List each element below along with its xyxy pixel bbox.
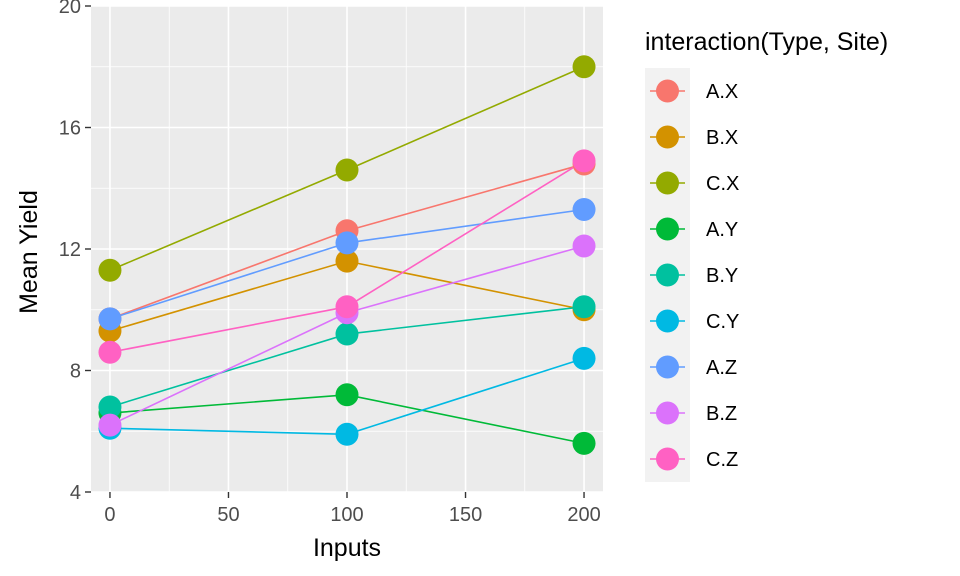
data-point [572, 346, 596, 370]
y-axis-title: Mean Yield [15, 190, 43, 314]
data-point [98, 413, 122, 437]
x-tick-labels: 0 50 100 150 200 [104, 504, 600, 526]
data-point [335, 383, 359, 407]
legend-label: C.X [706, 173, 739, 195]
legend-label: C.Z [706, 449, 738, 471]
legend-label: C.Y [706, 311, 739, 333]
legend-label: A.Y [706, 219, 738, 241]
data-point [335, 158, 359, 182]
legend-label: B.Z [706, 403, 737, 425]
legend-key-point [656, 171, 679, 195]
legend-label: B.Y [706, 265, 738, 287]
legend-label: A.Z [706, 357, 737, 379]
data-point [572, 431, 596, 455]
legend-key-point [656, 217, 679, 241]
x-tick-label: 0 [104, 504, 115, 526]
legend-key-point [656, 125, 679, 149]
legend-key-point [656, 355, 679, 379]
legend-title: interaction(Type, Site) [645, 28, 888, 56]
y-tick-label: 16 [59, 118, 81, 140]
legend-key-point [656, 79, 679, 103]
x-tick-label: 150 [449, 504, 482, 526]
data-point [98, 340, 122, 364]
legend-items: A.X B.X C.X A.Y B.Y C.Y A.Z B.Z C.Z [645, 68, 739, 482]
legend-key-point [656, 263, 679, 287]
legend-key-point [656, 401, 679, 425]
x-tick-label: 200 [567, 504, 600, 526]
data-point [335, 322, 359, 346]
data-point [98, 395, 122, 419]
y-tick-label: 20 [59, 0, 81, 18]
y-tick-label: 4 [70, 482, 81, 504]
y-tick-label: 8 [70, 361, 81, 383]
data-point [572, 295, 596, 319]
legend-item: B.Z [650, 401, 737, 425]
legend-item: A.X [650, 79, 738, 103]
x-axis-title: Inputs [313, 534, 381, 562]
y-tick-labels: 4 8 12 16 20 [59, 0, 81, 504]
legend-item: C.Y [650, 309, 739, 333]
legend-key-point [656, 309, 679, 333]
legend-item: B.X [650, 125, 738, 149]
data-point [572, 234, 596, 258]
legend-key-point [656, 447, 679, 471]
legend-item: A.Y [650, 217, 738, 241]
x-tick-label: 50 [217, 504, 239, 526]
y-tick-label: 12 [59, 239, 81, 261]
data-point [572, 149, 596, 173]
legend-item: C.Z [650, 447, 738, 471]
legend-item: A.Z [650, 355, 737, 379]
legend: interaction(Type, Site) A.X B.X C.X A.Y B.Y C… [645, 28, 888, 482]
series-points [98, 55, 596, 455]
data-point [98, 307, 122, 331]
data-point [572, 198, 596, 222]
data-point [335, 422, 359, 446]
legend-item: C.X [650, 171, 739, 195]
axis-ticks [85, 5, 585, 498]
x-tick-label: 100 [330, 504, 363, 526]
legend-label: B.X [706, 127, 738, 149]
data-point [98, 258, 122, 282]
data-point [335, 231, 359, 255]
data-point [335, 249, 359, 273]
legend-item: B.Y [650, 263, 738, 287]
data-point [572, 55, 596, 79]
data-point [335, 295, 359, 319]
legend-label: A.X [706, 81, 738, 103]
